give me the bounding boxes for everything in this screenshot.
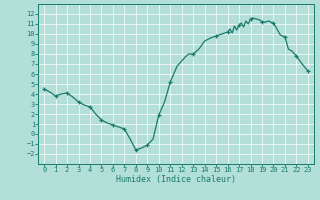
- X-axis label: Humidex (Indice chaleur): Humidex (Indice chaleur): [116, 175, 236, 184]
